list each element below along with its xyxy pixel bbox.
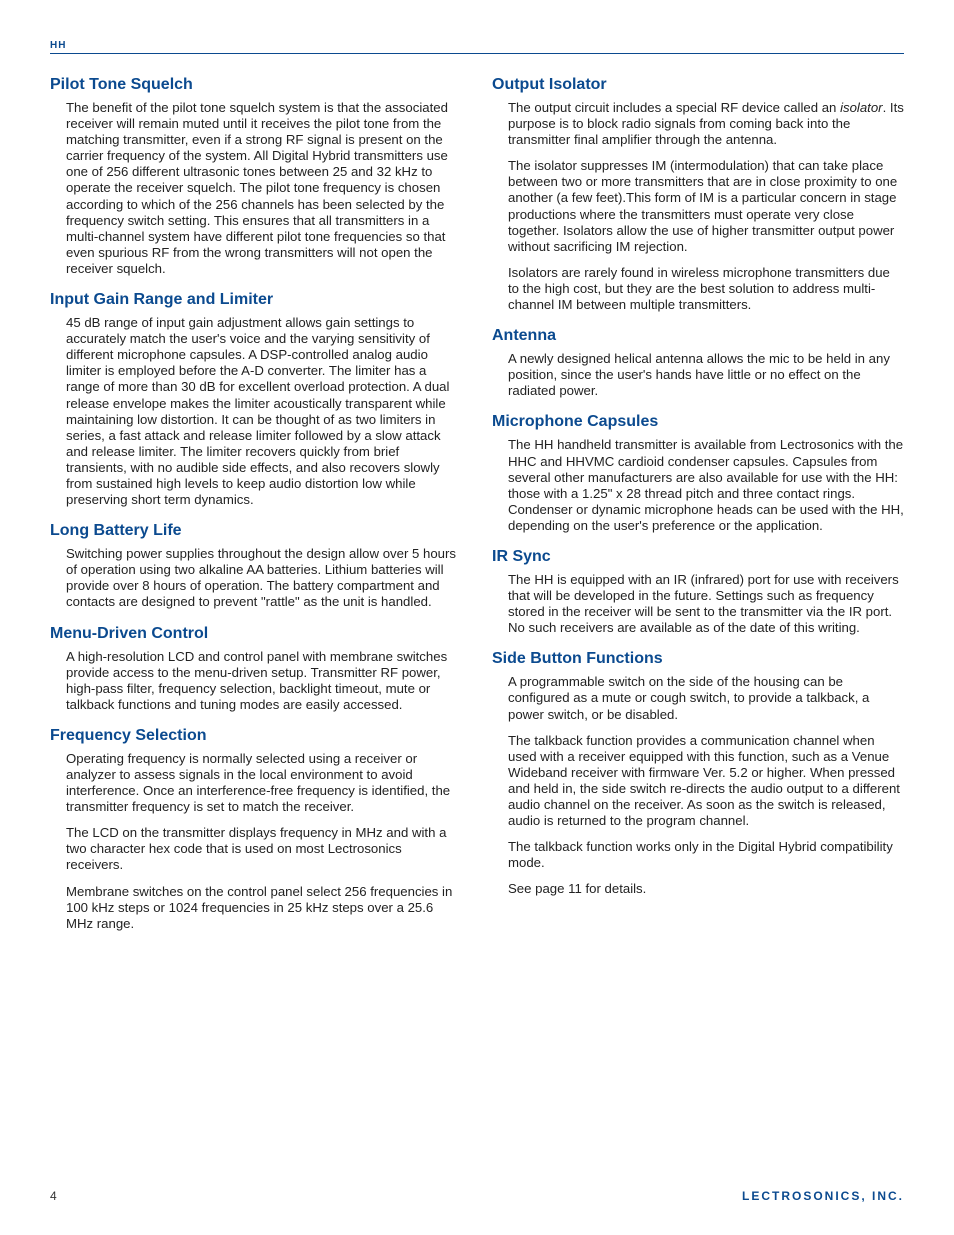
heading-output-isolator: Output Isolator [492, 76, 904, 94]
heading-battery: Long Battery Life [50, 522, 462, 540]
right-column: Output Isolator The output circuit inclu… [492, 76, 904, 942]
para-output-isolator-3: Isolators are rarely found in wireless m… [508, 265, 904, 313]
two-column-layout: Pilot Tone Squelch The benefit of the pi… [50, 76, 904, 942]
header-model-label: HH [50, 40, 904, 51]
para-ir-sync: The HH is equipped with an IR (infrared)… [508, 572, 904, 636]
para-output-isolator-1: The output circuit includes a special RF… [508, 100, 904, 148]
brand-name: LECTROSONICS, INC. [742, 1189, 904, 1203]
heading-input-gain: Input Gain Range and Limiter [50, 291, 462, 309]
para-frequency-1: Operating frequency is normally selected… [66, 751, 462, 815]
para-side-button-3: The talkback function works only in the … [508, 839, 904, 871]
page-footer: 4 LECTROSONICS, INC. [50, 1189, 904, 1203]
para-input-gain: 45 dB range of input gain adjustment all… [66, 315, 462, 508]
heading-side-button: Side Button Functions [492, 650, 904, 668]
para-side-button-4: See page 11 for details. [508, 881, 904, 897]
para-frequency-3: Membrane switches on the control panel s… [66, 884, 462, 932]
heading-capsules: Microphone Capsules [492, 413, 904, 431]
italic-isolator: isolator [840, 100, 883, 115]
left-column: Pilot Tone Squelch The benefit of the pi… [50, 76, 462, 942]
para-capsules: The HH handheld transmitter is available… [508, 437, 904, 534]
heading-pilot-tone: Pilot Tone Squelch [50, 76, 462, 94]
para-side-button-1: A programmable switch on the side of the… [508, 674, 904, 722]
text-pre: The output circuit includes a special RF… [508, 100, 840, 115]
para-side-button-2: The talkback function provides a communi… [508, 733, 904, 830]
heading-ir-sync: IR Sync [492, 548, 904, 566]
para-frequency-2: The LCD on the transmitter displays freq… [66, 825, 462, 873]
para-menu: A high-resolution LCD and control panel … [66, 649, 462, 713]
para-pilot-tone: The benefit of the pilot tone squelch sy… [66, 100, 462, 277]
para-battery: Switching power supplies throughout the … [66, 546, 462, 610]
heading-frequency: Frequency Selection [50, 727, 462, 745]
para-antenna: A newly designed helical antenna allows … [508, 351, 904, 399]
heading-menu: Menu-Driven Control [50, 625, 462, 643]
para-output-isolator-2: The isolator suppresses IM (intermodulat… [508, 158, 904, 255]
header-rule [50, 53, 904, 54]
page-number: 4 [50, 1189, 57, 1203]
heading-antenna: Antenna [492, 327, 904, 345]
